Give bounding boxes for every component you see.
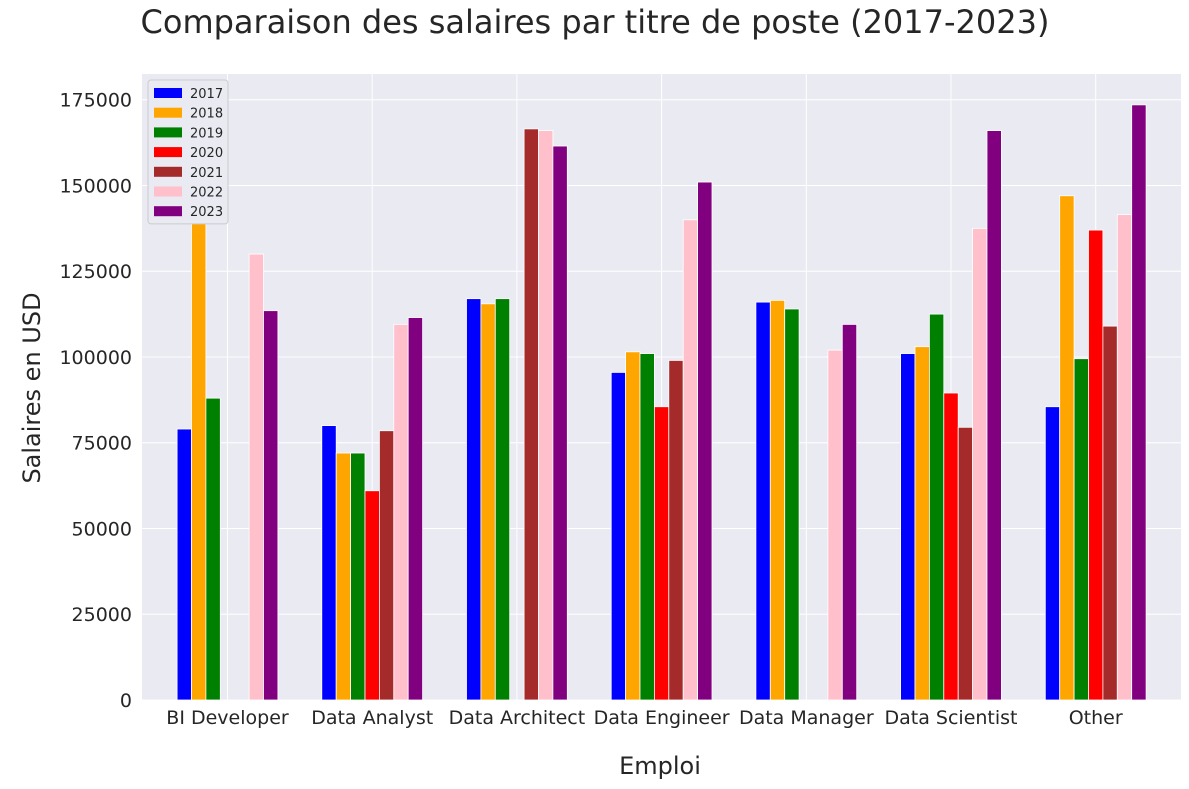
- bar-2017-data-manager: [755, 301, 771, 701]
- y-tick-label: 150000: [59, 175, 132, 197]
- y-axis-label: Salaires en USD: [18, 292, 46, 483]
- legend-swatch-2023: [154, 206, 182, 217]
- bar-2021-data-architect: [523, 128, 539, 701]
- bar-2022-data-architect: [538, 130, 554, 701]
- y-tick-label: 0: [120, 690, 132, 712]
- legend: 2017 2018 2019 2020 2021 2022 2023: [147, 79, 229, 225]
- y-axis-ticks: 0 25000 50000 75000 100000 125000 150000 175000: [59, 90, 132, 712]
- bar-2022-other: [1116, 214, 1133, 701]
- bar-2021-data-scientist: [957, 426, 974, 701]
- legend-swatch-2019: [154, 127, 182, 138]
- bar-2017-bi-developer: [176, 428, 192, 701]
- bar-2020-data-analyst: [364, 490, 380, 701]
- bar-2023-data-engineer: [697, 181, 713, 701]
- bar-2019-data-analyst: [350, 452, 366, 701]
- bar-2023-other: [1131, 104, 1147, 701]
- bar-2021-data-engineer: [668, 360, 684, 701]
- x-axis-ticks: BI Developer Data Analyst Data Architect Da…: [166, 707, 1123, 729]
- x-axis-label: Emploi: [619, 752, 701, 780]
- bar-2021-other: [1102, 325, 1118, 701]
- x-tick-label: Data Engineer: [594, 707, 730, 729]
- y-tick-label: 50000: [72, 518, 132, 540]
- chart-title: Comparaison des salaires par titre de po…: [141, 3, 1050, 41]
- bar-2023-data-manager: [841, 323, 858, 701]
- legend-label-2018: 2018: [190, 107, 223, 122]
- bars: [176, 104, 1147, 701]
- legend-label-2022: 2022: [190, 186, 223, 201]
- legend-swatch-2020: [154, 147, 182, 158]
- bar-2022-data-scientist: [972, 227, 988, 701]
- bar-2020-data-engineer: [654, 406, 670, 701]
- bar-2023-data-analyst: [407, 317, 424, 701]
- bar-2019-data-manager: [784, 308, 800, 701]
- bar-2020-data-scientist: [943, 392, 959, 701]
- bar-2018-data-engineer: [625, 351, 641, 701]
- bar-2022-data-manager: [827, 349, 843, 701]
- bar-2020-other: [1088, 229, 1104, 701]
- x-tick-label: BI Developer: [166, 707, 289, 729]
- x-tick-label: Data Scientist: [885, 707, 1018, 729]
- y-tick-label: 175000: [59, 90, 132, 112]
- bar-2023-data-architect: [552, 145, 568, 701]
- bar-2017-data-analyst: [321, 425, 337, 701]
- bar-2017-data-architect: [466, 298, 482, 701]
- bar-2023-bi-developer: [263, 310, 279, 701]
- bar-2018-data-analyst: [335, 452, 352, 701]
- x-tick-label: Data Architect: [449, 707, 586, 729]
- legend-label-2021: 2021: [190, 166, 223, 181]
- legend-swatch-2021: [154, 166, 182, 177]
- bar-2017-other: [1044, 406, 1061, 701]
- bar-2017-data-engineer: [610, 372, 627, 701]
- bar-2018-data-architect: [480, 303, 496, 701]
- bar-2018-other: [1059, 195, 1075, 701]
- legend-label-2019: 2019: [190, 126, 223, 141]
- legend-label-2017: 2017: [190, 87, 223, 102]
- x-tick-label: Data Manager: [739, 707, 874, 729]
- legend-swatch-2018: [154, 107, 182, 118]
- bar-2019-bi-developer: [205, 397, 221, 701]
- y-tick-label: 100000: [59, 347, 132, 369]
- legend-swatch-2017: [154, 88, 182, 98]
- bar-2019-other: [1073, 358, 1089, 701]
- x-tick-label: Data Analyst: [311, 707, 433, 729]
- bar-2021-data-analyst: [378, 430, 395, 701]
- bar-2018-data-scientist: [914, 346, 930, 701]
- legend-label-2020: 2020: [190, 146, 223, 161]
- y-tick-label: 75000: [72, 433, 132, 455]
- bar-2022-data-engineer: [682, 219, 699, 701]
- bar-2018-data-manager: [769, 299, 786, 701]
- y-tick-label: 25000: [72, 604, 132, 626]
- y-tick-label: 125000: [59, 261, 132, 283]
- x-tick-label: Other: [1069, 707, 1123, 729]
- bar-2019-data-architect: [494, 298, 511, 701]
- bar-2022-data-analyst: [393, 323, 409, 701]
- bar-2019-data-engineer: [639, 353, 655, 701]
- legend-swatch-2022: [154, 186, 182, 197]
- legend-label-2023: 2023: [190, 205, 223, 220]
- bar-2019-data-scientist: [929, 313, 945, 701]
- bar-2017-data-scientist: [900, 353, 916, 701]
- bar-2022-bi-developer: [248, 253, 264, 701]
- bar-2023-data-scientist: [986, 130, 1002, 701]
